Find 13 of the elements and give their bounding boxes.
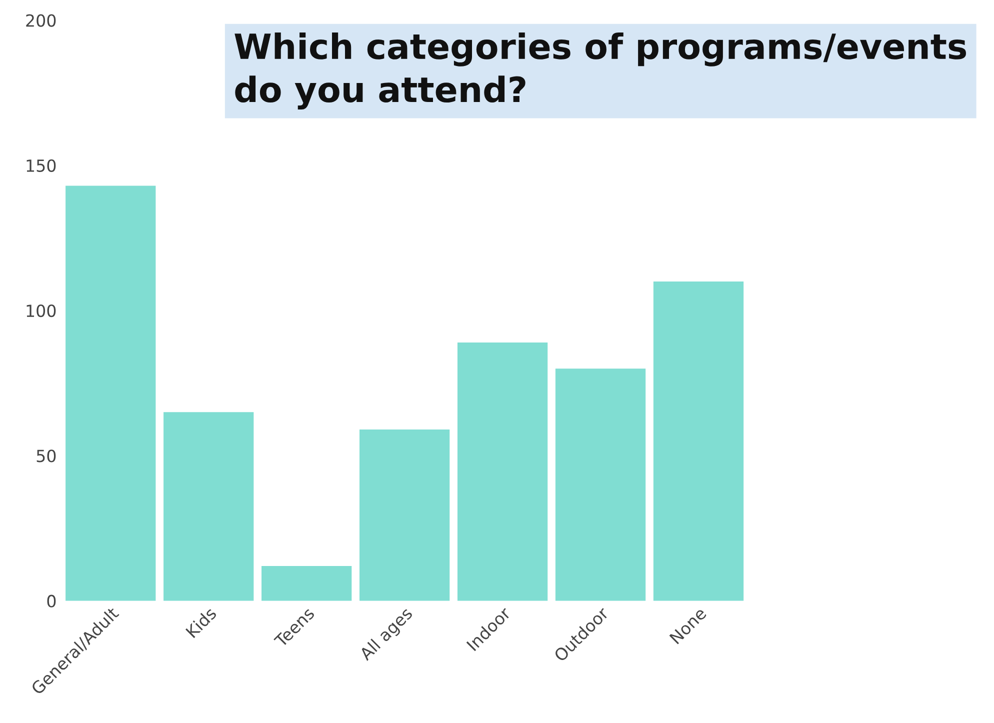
y-tick-label: 100	[26, 304, 56, 318]
bar	[555, 368, 646, 601]
bar	[653, 282, 744, 601]
y-tick-label: 50	[36, 450, 56, 462]
y-tick-label: 200	[26, 14, 56, 27]
y-tick-label: 150	[26, 159, 56, 172]
text: Which categories of programs/events do you attend?	[234, 32, 966, 110]
bar	[164, 412, 254, 601]
bar	[457, 342, 548, 601]
y-tick-label: 0	[47, 594, 56, 608]
bar	[262, 566, 352, 601]
bar	[359, 430, 450, 601]
bar	[66, 186, 156, 601]
